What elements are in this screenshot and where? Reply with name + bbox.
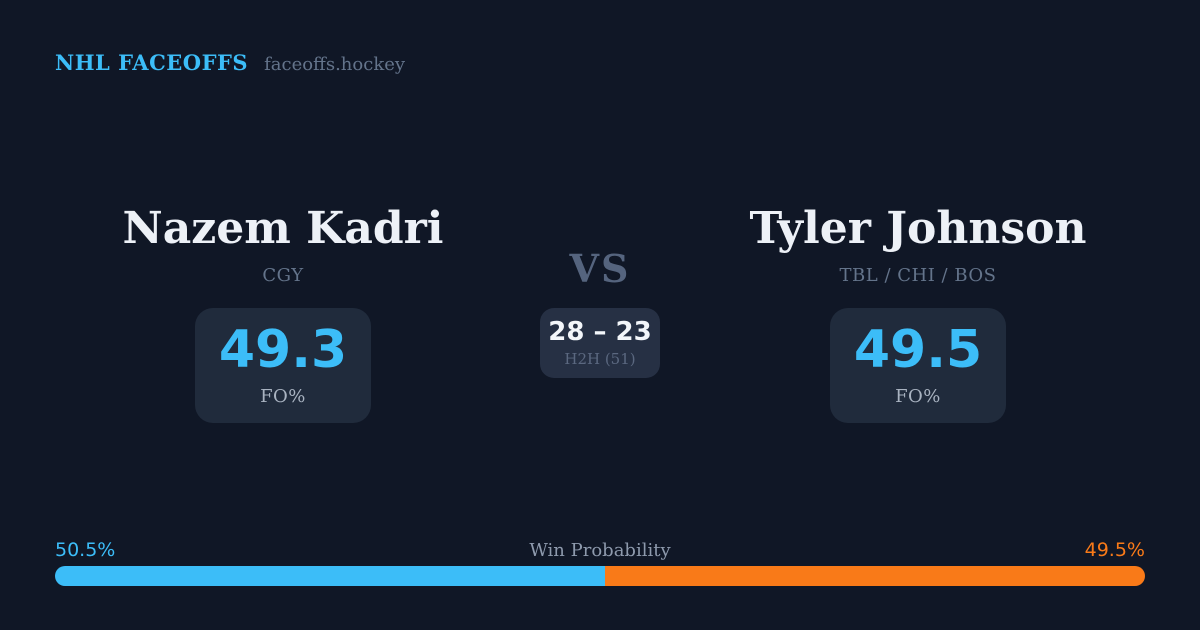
player-left-fo-label: FO% bbox=[260, 386, 306, 407]
vs-label: VS bbox=[569, 246, 631, 291]
player-right-fo-value: 49.5 bbox=[853, 320, 983, 380]
player-left-name: Nazem Kadri bbox=[122, 203, 444, 254]
matchup-center: VS 28 – 23 H2H (51) bbox=[500, 250, 700, 378]
player-right-name: Tyler Johnson bbox=[749, 203, 1087, 254]
h2h-label: H2H (51) bbox=[564, 349, 636, 368]
site-url: faceoffs.hockey bbox=[264, 54, 406, 75]
player-right-fo-card: 49.5 FO% bbox=[830, 308, 1006, 423]
win-probability-left-pct: 50.5% bbox=[55, 539, 116, 561]
win-bar-right-segment bbox=[605, 566, 1145, 586]
player-left-fo-card: 49.3 FO% bbox=[195, 308, 371, 423]
win-bar-left-segment bbox=[55, 566, 606, 586]
player-right-teams: TBL / CHI / BOS bbox=[839, 265, 997, 286]
win-probability-right-pct: 49.5% bbox=[1084, 539, 1145, 561]
player-left-fo-value: 49.3 bbox=[218, 320, 348, 380]
player-right: Tyler Johnson TBL / CHI / BOS 49.5 FO% bbox=[718, 207, 1118, 423]
player-left: Nazem Kadri CGY 49.3 FO% bbox=[83, 207, 483, 423]
player-left-teams: CGY bbox=[262, 265, 304, 286]
player-right-fo-label: FO% bbox=[895, 386, 941, 407]
h2h-card: 28 – 23 H2H (51) bbox=[540, 308, 660, 378]
h2h-score: 28 – 23 bbox=[548, 316, 652, 347]
brand-title: NHL FACEOFFS bbox=[55, 50, 249, 75]
win-probability-title: Win Probability bbox=[529, 540, 671, 561]
header: NHL FACEOFFS faceoffs.hockey bbox=[55, 50, 405, 75]
win-probability-labels: 50.5% Win Probability 49.5% bbox=[55, 539, 1145, 561]
win-probability-bar bbox=[55, 566, 1145, 586]
